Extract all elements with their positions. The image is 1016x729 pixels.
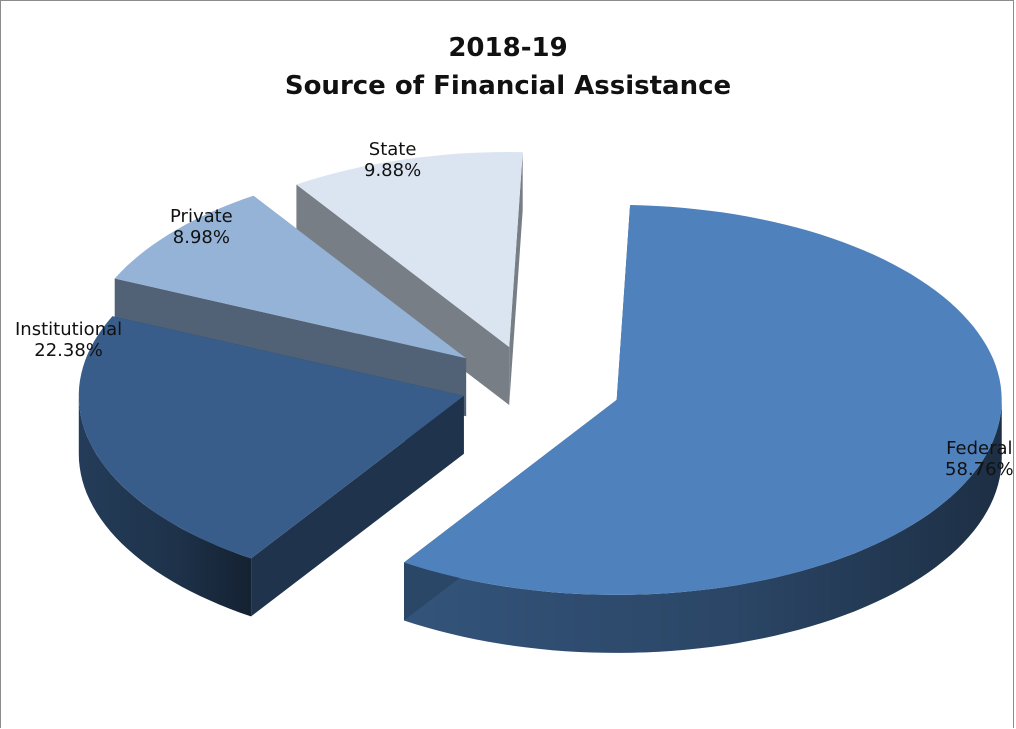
slice-wall-state (296, 184, 510, 405)
slice-label-name: State (368, 139, 417, 160)
pie-slice-federal (404, 205, 1002, 653)
slice-label-name: Federal (946, 438, 1013, 459)
pie-slice-state (296, 152, 523, 405)
slice-top-state (296, 152, 523, 347)
slice-label-value: 9.88% (364, 160, 422, 181)
chart-title: 2018-19 Source of Financial Assistance (1, 29, 1015, 105)
slice-label-state: State 9.88% (364, 139, 421, 181)
slice-wall-institutional (251, 395, 464, 617)
slice-label-name: Institutional (15, 319, 123, 340)
slice-label-private: Private 8.98% (170, 206, 233, 248)
slice-label-value: 8.98% (172, 227, 230, 248)
chart-title-line-2: Source of Financial Assistance (284, 71, 732, 101)
slice-label-value: 22.38% (34, 340, 103, 361)
slice-top-private (114, 195, 467, 359)
chart-title-line-1: 2018-19 (448, 33, 568, 63)
slice-label-institutional: Institutional 22.38% (15, 319, 122, 361)
slice-top-federal (404, 205, 1002, 595)
slice-label-federal: Federal 58.76% (945, 438, 1014, 480)
slice-wall-state (509, 152, 523, 405)
slice-label-value: 58.76% (945, 459, 1014, 480)
slice-label-name: Private (170, 206, 233, 227)
slice-top-institutional (78, 316, 464, 559)
slice-side-shade-federal (404, 399, 1002, 653)
pie-slice-institutional (78, 316, 464, 617)
slice-side-shade-institutional (78, 395, 252, 617)
